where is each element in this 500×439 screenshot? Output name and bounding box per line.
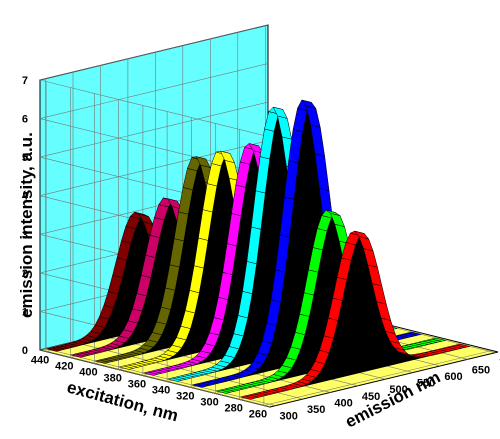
x-tick-label: 550 [417,378,435,390]
z-tick-label: 6 [22,114,28,126]
z-gridline [39,63,271,176]
series-body [201,102,422,388]
y-tick-label: 300 [200,397,218,409]
y-tick-label: 420 [55,361,73,373]
z-tick-label: 0 [22,345,28,357]
x-tick-label: 300 [279,411,297,423]
z-tick-label: 4 [22,191,29,203]
series-step [455,343,470,348]
x-tick-label: 650 [472,364,490,376]
x-tick-label: 450 [362,391,380,403]
y-tick-label: 260 [249,409,267,421]
y-tick-label: 320 [176,391,194,403]
z-tick-label: 7 [22,75,28,87]
series-280 [240,230,470,400]
y-tick-label: 400 [79,367,97,379]
x-tick-label: 500 [389,384,407,396]
series-step [407,331,422,336]
x-tick-label: 600 [444,371,462,383]
y-tick-label: 340 [152,385,170,397]
series-body [250,233,470,400]
series-320 [191,99,422,388]
series-step [431,337,446,342]
z-gridline [39,24,271,138]
z-tick-label: 5 [22,152,28,164]
z-tick-label: 2 [22,268,28,280]
y-tick-label: 440 [31,355,49,367]
z-tick-label: 3 [22,229,28,241]
y-tick-label: 380 [104,373,122,385]
y-tick-label: 360 [128,379,146,391]
x-tick-label: 350 [307,404,325,416]
z-axis-label: emission intensity, a.u. [17,132,36,318]
y-tick-label: 280 [225,403,243,415]
x-tick-label: 400 [334,397,352,409]
z-tick-label: 1 [22,306,28,318]
